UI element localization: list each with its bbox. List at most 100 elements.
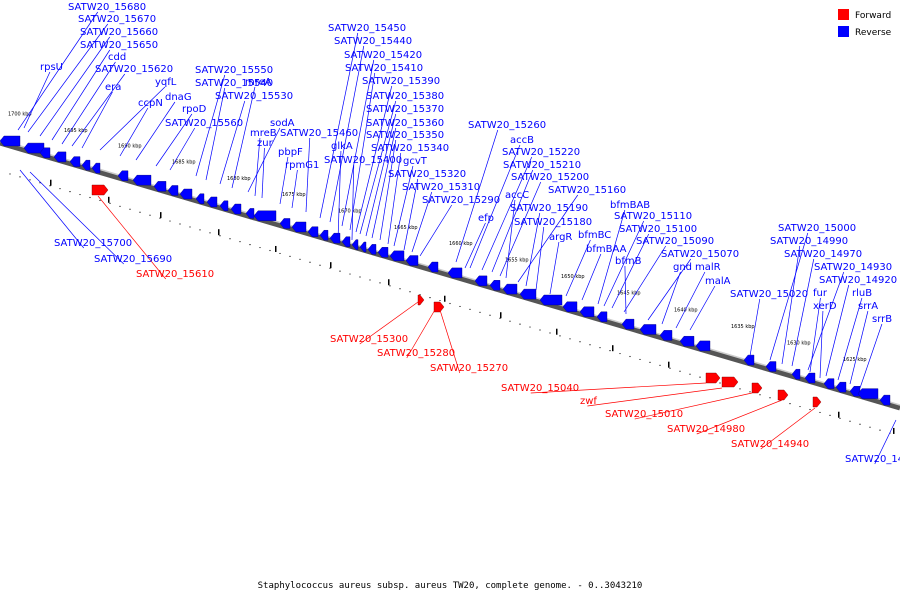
reverse-gene <box>132 174 152 186</box>
track-dot <box>59 188 61 190</box>
ruler-label: 1700 kbp <box>8 111 32 117</box>
ruler-label: 1625 kbp <box>843 357 867 363</box>
reverse-gene <box>823 378 835 389</box>
forward-gene-leader <box>530 382 707 394</box>
reverse-gene-label: SATW20_14880 <box>845 454 900 465</box>
reverse-gene <box>519 288 537 300</box>
track-dot <box>579 341 581 343</box>
track-dot <box>29 179 31 181</box>
forward-gene <box>777 389 789 401</box>
reverse-gene-label: rpsU <box>40 62 63 73</box>
reverse-gene-leader <box>341 59 375 227</box>
reverse-gene-leader <box>337 150 342 241</box>
reverse-gene-label: bfmBC <box>578 230 611 241</box>
reverse-gene-leader <box>411 191 433 253</box>
track-dot <box>339 270 341 272</box>
reverse-gene-leader <box>219 100 246 185</box>
track-dot <box>569 338 571 340</box>
track-dot <box>369 279 371 281</box>
track-mark <box>893 427 895 434</box>
reverse-gene-leader <box>279 156 289 205</box>
track-dot <box>119 205 121 207</box>
legend: Forward Reverse <box>838 9 892 38</box>
track-dot <box>839 417 841 419</box>
track-dot <box>319 264 321 266</box>
reverse-gene-label: SATW20_15400 <box>324 155 402 166</box>
reverse-gene-leader <box>565 239 591 297</box>
reverse-gene-leader <box>231 86 256 189</box>
reverse-gene <box>857 388 879 399</box>
reverse-gene-label: yqfL <box>155 77 177 88</box>
reverse-gene-leader <box>351 164 355 241</box>
reverse-gene-leader <box>675 271 706 329</box>
reverse-gene-label: SATW20_14920 <box>819 275 897 286</box>
track-mark <box>275 245 277 252</box>
track-dot <box>259 246 261 249</box>
track-dot <box>189 226 191 228</box>
track-dot <box>359 276 361 278</box>
track-dot <box>169 220 171 222</box>
ruler-label: 1660 kbp <box>449 241 473 247</box>
track-dot <box>849 420 851 422</box>
reverse-gene-leader <box>849 310 869 385</box>
reverse-gene-leader <box>809 297 821 373</box>
label-leaders <box>17 11 897 465</box>
reverse-gene-label: cdd <box>108 52 126 63</box>
genome-caption: Staphylococcus aureus subsp. aureus TW20… <box>258 581 643 591</box>
track-mark <box>108 196 110 203</box>
reverse-gene <box>23 142 45 154</box>
track-dot <box>229 238 231 240</box>
reverse-gene <box>765 361 777 372</box>
reverse-gene-label: SATW20_14990 <box>770 236 848 247</box>
ruler-label: 1640 kbp <box>674 307 698 313</box>
forward-gene <box>417 294 425 306</box>
ruler-label: 1630 kbp <box>787 341 811 347</box>
track-dot <box>249 244 251 246</box>
reverse-gene-label: efp <box>478 213 494 224</box>
reverse-gene <box>39 147 51 158</box>
reverse-gene <box>849 386 861 397</box>
track-mark <box>838 411 840 418</box>
reverse-gene-leader <box>647 258 692 321</box>
forward-gene <box>91 184 109 196</box>
reverse-gene-leader <box>329 45 365 223</box>
reverse-gene-label: SATW20_15210 <box>503 160 581 171</box>
reverse-gene-label: sodA <box>270 118 295 129</box>
track-dot <box>749 391 751 393</box>
reverse-gene-label: gnd <box>673 262 692 273</box>
reverse-gene-label: bfmB <box>615 256 642 267</box>
reverse-gene <box>695 340 711 352</box>
reverse-gene-label: bfmBAA <box>586 244 627 255</box>
track-dot <box>349 273 351 275</box>
reverse-gene-label: argR <box>549 232 572 243</box>
reverse-gene-leader <box>611 233 650 309</box>
track-dot <box>609 350 611 352</box>
track-mark <box>50 179 52 186</box>
track-mark <box>330 262 332 269</box>
reverse-gene <box>489 280 501 291</box>
reverse-gene <box>502 283 518 295</box>
forward-gene <box>721 376 739 388</box>
track-dot <box>309 261 311 263</box>
reverse-gene-label: bfmBAB <box>610 200 650 211</box>
track-dot <box>689 373 691 375</box>
reverse-gene-leader <box>874 419 897 465</box>
track-dot <box>589 344 591 346</box>
reverse-gene-label: SATW20_15530 <box>215 91 293 102</box>
reverse-gene <box>69 156 81 167</box>
reverse-gene-leader <box>819 310 824 379</box>
reverse-gene-leader <box>291 169 298 209</box>
reverse-gene <box>91 162 101 174</box>
ruler-label: 1645 kbp <box>617 291 641 297</box>
track-dot <box>279 252 281 255</box>
forward-gene-label: SATW20_15040 <box>501 383 579 394</box>
forward-gene-leader <box>634 392 753 420</box>
reverse-gene-label: SATW20_15440 <box>334 36 412 47</box>
reverse-gene-leader <box>135 101 176 161</box>
track-dot <box>219 235 221 237</box>
forward-gene-label: SATW20_14940 <box>731 439 809 450</box>
reverse-gene <box>367 244 377 255</box>
track-dot <box>99 199 101 202</box>
reverse-gene-leader <box>119 107 149 157</box>
reverse-gene-label: SATW20_15670 <box>78 14 156 25</box>
